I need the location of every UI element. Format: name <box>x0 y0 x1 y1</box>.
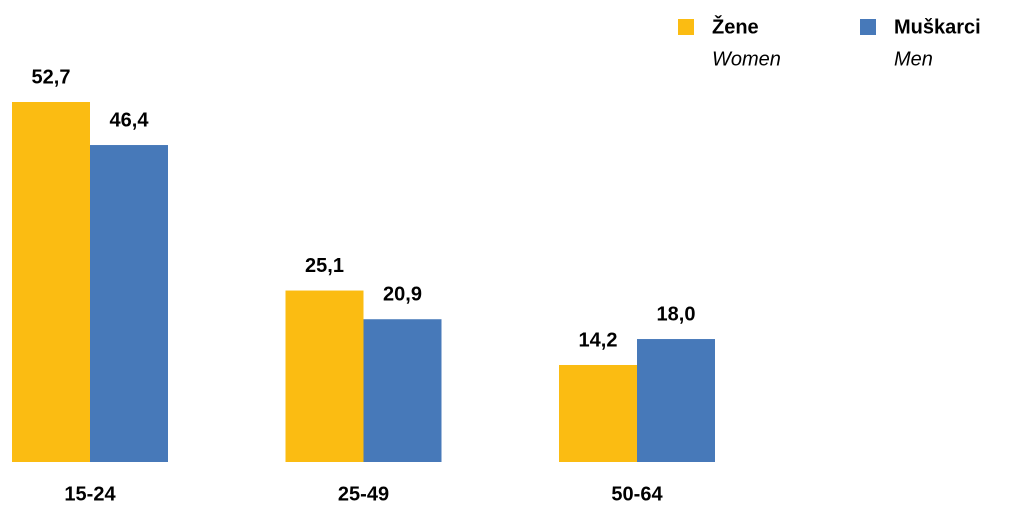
x-tick-label: 15-24 <box>64 483 116 505</box>
data-label: 14,2 <box>579 329 618 351</box>
bar <box>559 364 637 462</box>
legend-translation: Men <box>894 48 933 70</box>
data-label: 20,9 <box>383 284 422 306</box>
data-label: 25,1 <box>305 255 344 277</box>
legend-swatch <box>678 19 694 35</box>
bar <box>90 145 168 462</box>
bar <box>363 319 442 462</box>
legend-label: Muškarci <box>894 16 981 38</box>
bar <box>285 290 364 462</box>
x-tick-label: 25-49 <box>338 483 389 505</box>
bar <box>637 339 715 462</box>
data-label: 18,0 <box>657 303 696 325</box>
bar <box>12 102 90 462</box>
legend-translation: Women <box>712 48 781 70</box>
data-label: 52,7 <box>32 66 71 88</box>
legend-swatch <box>860 19 876 35</box>
x-tick-label: 50-64 <box>611 483 663 505</box>
data-label: 46,4 <box>110 109 150 131</box>
legend-label: Žene <box>712 14 759 38</box>
